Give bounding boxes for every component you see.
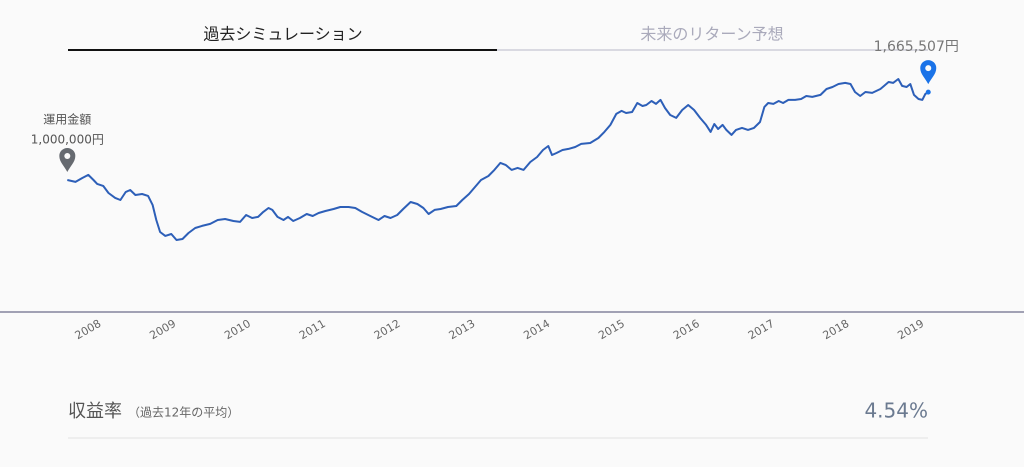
- tab-inactive[interactable]: 未来のリターン予想: [640, 25, 783, 44]
- summary-label: 収益率: [68, 401, 122, 422]
- pin-hole: [925, 65, 932, 72]
- pin-body: [920, 60, 937, 85]
- summary-value: 4.54%: [864, 399, 928, 423]
- pin: [59, 147, 76, 172]
- line: [67, 78, 929, 241]
- pin-body: [59, 147, 76, 172]
- annotation-label: 1,000,000円: [31, 132, 104, 146]
- annotation-label: 1,665,507円: [874, 39, 959, 55]
- summary-note: （過去12年の平均）: [128, 406, 239, 420]
- tab-active[interactable]: 過去シミュレーション: [203, 25, 362, 44]
- pin: [920, 60, 937, 85]
- end-dot: [925, 89, 931, 95]
- pin-hole: [64, 152, 71, 159]
- annotation-title: 運用金額: [43, 111, 91, 126]
